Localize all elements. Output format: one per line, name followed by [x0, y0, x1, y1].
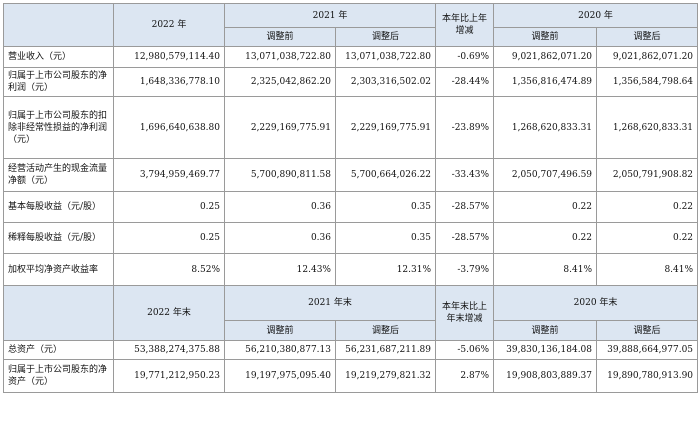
cell-change: 2.87%: [435, 359, 495, 393]
header-change: 本年比上年增减: [435, 3, 495, 47]
row-label: 基本每股收益（元/股）: [3, 191, 114, 223]
cell-2022: 3,794,959,469.77: [113, 158, 225, 192]
cell-2020-after: 9,021,862,071.20: [596, 46, 699, 68]
header-2020-after: 调整后: [596, 27, 699, 47]
cell-2021-after: 12.31%: [334, 253, 437, 286]
cell-change: -5.06%: [435, 340, 495, 360]
cell-2022: 0.25: [113, 222, 225, 254]
cell-2020-before: 0.22: [493, 222, 598, 254]
cell-2021-before: 0.36: [224, 222, 336, 254]
cell-2021-after: 19,219,279,821.32: [334, 359, 437, 393]
cell-2021-before: 56,210,380,877.13: [224, 340, 336, 360]
header-yearend-2021: 2021 年末: [223, 285, 437, 321]
row-label: 归属于上市公司股东的扣除非经常性损益的净利润（元）: [3, 96, 114, 159]
cell-2022: 53,388,274,375.88: [113, 340, 225, 360]
header-yearend-change: 本年末比上年末增减: [435, 285, 495, 341]
financial-data-table: 2022 年 2021 年 本年比上年增减 2020 年 调整前 调整后 调整前…: [3, 3, 699, 393]
header-yearend-2022: 2022 年末: [113, 285, 225, 341]
cell-2020-before: 1,356,816,474.89: [493, 67, 598, 97]
cell-2021-before: 12.43%: [224, 253, 336, 286]
cell-2020-after: 8.41%: [596, 253, 699, 286]
cell-2021-before: 2,325,042,862.20: [224, 67, 336, 97]
cell-2020-after: 1,356,584,798.64: [596, 67, 699, 97]
table-row: 稀释每股收益（元/股） 0.25 0.36 0.35 -28.57% 0.22 …: [3, 222, 699, 254]
cell-2020-after: 0.22: [596, 222, 699, 254]
table-row: 营业收入（元） 12,980,579,114.40 13,071,038,722…: [3, 46, 699, 68]
cell-2021-after: 0.35: [334, 191, 437, 223]
header-2021-after: 调整后: [334, 27, 437, 47]
cell-2022: 19,771,212,950.23: [113, 359, 225, 393]
cell-2022: 8.52%: [113, 253, 225, 286]
cell-2022: 12,980,579,114.40: [113, 46, 225, 68]
row-label: 加权平均净资产收益率: [3, 253, 114, 286]
header-yearend-2020: 2020 年末: [493, 285, 699, 321]
header-year-2020: 2020 年: [493, 3, 699, 28]
cell-change: -23.89%: [435, 96, 495, 159]
table-row: 归属于上市公司股东的净资产（元） 19,771,212,950.23 19,19…: [3, 359, 699, 393]
cell-2020-after: 0.22: [596, 191, 699, 223]
cell-2021-after: 2,303,316,502.02: [334, 67, 437, 97]
cell-change: -28.44%: [435, 67, 495, 97]
header-yearend-2020-after: 调整后: [596, 320, 699, 341]
cell-change: -0.69%: [435, 46, 495, 68]
cell-2020-before: 9,021,862,071.20: [493, 46, 598, 68]
header-yearend-2021-before: 调整前: [224, 320, 336, 341]
row-label: 稀释每股收益（元/股）: [3, 222, 114, 254]
table-row: 加权平均净资产收益率 8.52% 12.43% 12.31% -3.79% 8.…: [3, 253, 699, 286]
table-row: 归属于上市公司股东的净利润（元） 1,648,336,778.10 2,325,…: [3, 67, 699, 97]
header-corner-cell: [3, 3, 114, 47]
header-2020-before: 调整前: [493, 27, 598, 47]
cell-2020-after: 1,268,620,833.31: [596, 96, 699, 159]
header-yearend-2021-after: 调整后: [334, 320, 437, 341]
cell-change: -28.57%: [435, 191, 495, 223]
cell-2021-after: 2,229,169,775.91: [334, 96, 437, 159]
cell-change: -33.43%: [435, 158, 495, 192]
cell-2020-after: 39,888,664,977.05: [596, 340, 699, 360]
header-2021-before: 调整前: [224, 27, 336, 47]
cell-change: -3.79%: [435, 253, 495, 286]
row-label: 归属于上市公司股东的净资产（元）: [3, 359, 114, 393]
cell-2020-after: 2,050,791,908.82: [596, 158, 699, 192]
cell-2020-before: 2,050,707,496.59: [493, 158, 598, 192]
table-row: 归属于上市公司股东的扣除非经常性损益的净利润（元） 1,696,640,638.…: [3, 96, 699, 159]
cell-2021-before: 13,071,038,722.80: [224, 46, 336, 68]
cell-2021-before: 5,700,890,811.58: [224, 158, 336, 192]
cell-2021-after: 5,700,664,026.22: [334, 158, 437, 192]
cell-2020-before: 1,268,620,833.31: [493, 96, 598, 159]
cell-2021-after: 56,231,687,211.89: [334, 340, 437, 360]
row-label: 归属于上市公司股东的净利润（元）: [3, 67, 114, 97]
cell-2020-after: 19,890,780,913.90: [596, 359, 699, 393]
cell-2021-before: 19,197,975,095.40: [224, 359, 336, 393]
cell-2022: 0.25: [113, 191, 225, 223]
cell-2021-after: 0.35: [334, 222, 437, 254]
table-row: 基本每股收益（元/股） 0.25 0.36 0.35 -28.57% 0.22 …: [3, 191, 699, 223]
cell-2020-before: 8.41%: [493, 253, 598, 286]
row-label: 总资产（元）: [3, 340, 114, 360]
cell-2020-before: 0.22: [493, 191, 598, 223]
row-label: 经营活动产生的现金流量净额（元）: [3, 158, 114, 192]
cell-2021-before: 0.36: [224, 191, 336, 223]
header-year-2022: 2022 年: [113, 3, 225, 47]
cell-2021-before: 2,229,169,775.91: [224, 96, 336, 159]
header-corner-cell-2: [3, 285, 114, 341]
row-label: 营业收入（元）: [3, 46, 114, 68]
cell-2022: 1,648,336,778.10: [113, 67, 225, 97]
header-yearend-2020-before: 调整前: [493, 320, 598, 341]
table-row: 经营活动产生的现金流量净额（元） 3,794,959,469.77 5,700,…: [3, 158, 699, 192]
header-year-2021: 2021 年: [223, 3, 437, 28]
cell-2020-before: 19,908,803,889.37: [493, 359, 598, 393]
cell-change: -28.57%: [435, 222, 495, 254]
table-row: 总资产（元） 53,388,274,375.88 56,210,380,877.…: [3, 340, 699, 360]
cell-2021-after: 13,071,038,722.80: [334, 46, 437, 68]
cell-2022: 1,696,640,638.80: [113, 96, 225, 159]
cell-2020-before: 39,830,136,184.08: [493, 340, 598, 360]
